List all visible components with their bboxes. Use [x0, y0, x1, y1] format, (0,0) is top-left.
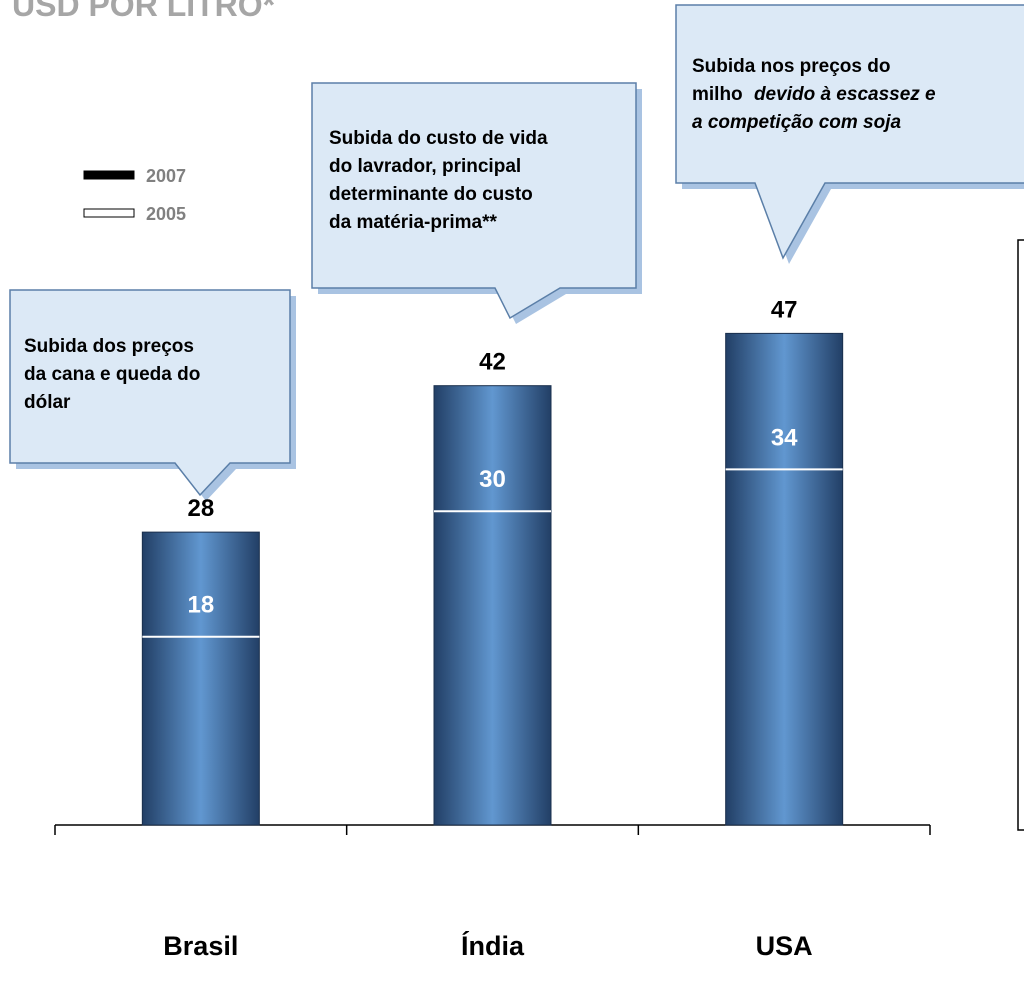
value-label: 30	[479, 466, 506, 493]
x-tick-label: USA	[756, 931, 813, 961]
callout-usa	[675, 4, 1024, 264]
x-tick-label: Índia	[461, 930, 525, 961]
legend-swatch	[83, 170, 135, 180]
legend-label: 2005	[146, 204, 186, 224]
value-label: 28	[187, 495, 214, 522]
x-tick-label: Brasil	[163, 931, 238, 961]
legend-label: 2007	[146, 166, 186, 186]
chart-title: USD POR LITRO*	[12, 0, 276, 23]
bar	[725, 332, 844, 826]
callout-brasil	[9, 289, 296, 501]
side-panel	[1017, 239, 1024, 831]
annotation: Subida nos preços do milho devido à esca…	[692, 56, 941, 133]
bar	[141, 531, 260, 826]
value-label: 42	[479, 349, 506, 376]
annotation: Subida dos preços da cana e queda do dól…	[24, 336, 206, 413]
callout-india	[311, 82, 642, 324]
value-label: 18	[187, 592, 214, 619]
value-label: 47	[771, 296, 798, 323]
bar	[433, 385, 552, 826]
annotation: Subida do custo de vida do lavrador, pri…	[329, 128, 553, 233]
value-label: 34	[771, 424, 798, 451]
legend-swatch	[83, 208, 135, 218]
